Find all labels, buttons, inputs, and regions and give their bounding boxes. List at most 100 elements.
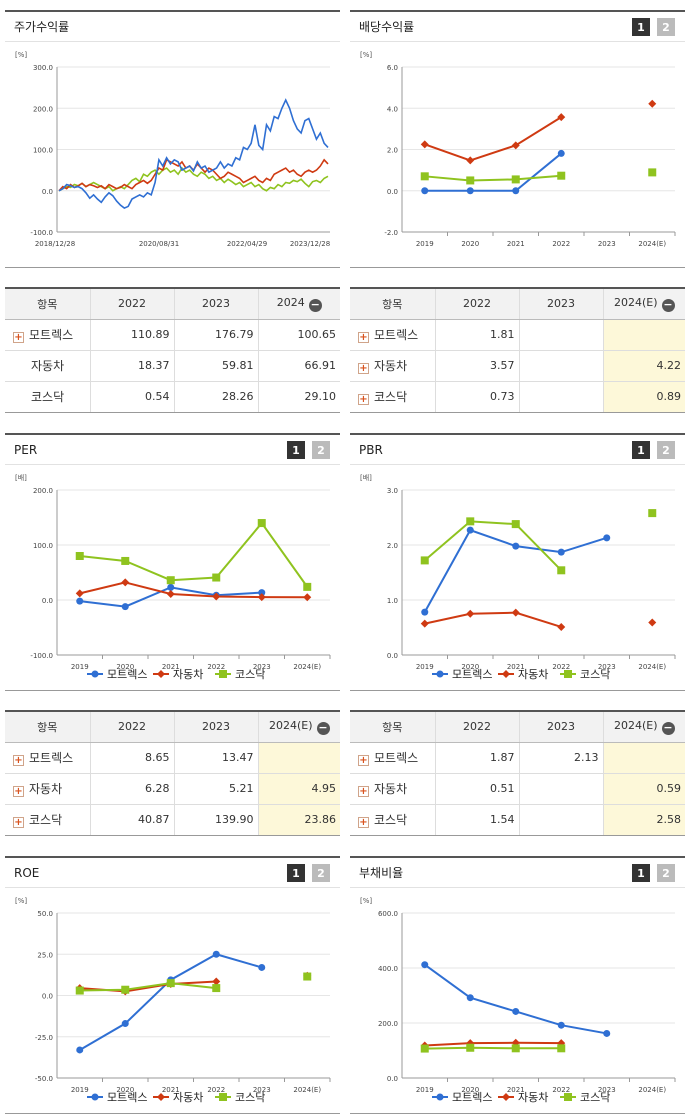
panel-title: PBR: [359, 442, 383, 457]
y-tick-label: 200.0: [378, 1020, 398, 1028]
table-header-label: 2022: [463, 297, 491, 311]
table-cell: [518, 381, 603, 413]
y-tick-label: 0.0: [42, 188, 53, 196]
table-cell: 13.47: [173, 742, 258, 774]
table-cell: 0.54: [89, 381, 174, 413]
table-row: + 모트렉스 8.65 13.47: [5, 742, 340, 774]
y-tick-label: 1.0: [387, 597, 398, 605]
table-cell: 3.57: [434, 350, 519, 382]
row-name-label: 코스닥: [31, 390, 65, 404]
data-point: [303, 972, 312, 981]
y-unit-label: [배]: [360, 473, 372, 482]
table-cell: 0.73: [434, 381, 519, 413]
expand-plus-icon[interactable]: +: [358, 817, 369, 828]
row-name-label: 모트렉스: [374, 328, 419, 342]
row-name-cell: + 모트렉스: [5, 319, 90, 351]
data-point: [557, 113, 566, 122]
table-cell: 66.91: [257, 350, 340, 382]
table-cell: 1.54: [434, 804, 519, 836]
expand-plus-icon[interactable]: +: [13, 332, 24, 343]
x-tick-label: 2020: [461, 1086, 479, 1094]
expand-plus-icon[interactable]: +: [358, 332, 369, 343]
table-cell: [518, 804, 603, 836]
data-point: [257, 593, 266, 602]
tab-2-button[interactable]: 2: [657, 864, 675, 882]
row-name-cell: 자동차: [5, 350, 90, 382]
panel-title: 주가수익률: [5, 12, 340, 42]
table-row: 코스닥 0.54 28.26 29.10: [5, 381, 340, 413]
data-point: [420, 619, 429, 628]
data-point: [75, 589, 84, 598]
collapse-minus-icon[interactable]: −: [661, 720, 675, 735]
expand-plus-icon[interactable]: +: [13, 786, 24, 797]
x-tick-label: 2021: [507, 240, 525, 248]
table-cell: [518, 350, 603, 382]
data-point: [557, 1021, 565, 1029]
x-tick-label: 2023: [598, 1086, 616, 1094]
tab-1-button[interactable]: 1: [632, 441, 650, 459]
panel-title: 부채비율: [359, 866, 404, 880]
x-tick-label: 2019: [416, 1086, 434, 1094]
collapse-minus-icon[interactable]: −: [316, 720, 330, 735]
y-tick-label: 6.0: [387, 64, 398, 72]
data-point: [212, 573, 221, 582]
row-name-label: 자동차: [374, 359, 408, 373]
row-name-label: 모트렉스: [374, 751, 419, 765]
tab-2-button[interactable]: 2: [312, 441, 330, 459]
tab-2-button[interactable]: 2: [657, 441, 675, 459]
data-point: [303, 593, 312, 602]
tab-2-button[interactable]: 2: [657, 18, 675, 36]
collapse-minus-icon[interactable]: −: [661, 297, 675, 312]
pbr-chart: [배] 3.0 2.0 1.0 0.0 2019 2020 2021 2022 2023 2024(…: [360, 473, 676, 681]
expand-plus-icon[interactable]: +: [358, 394, 369, 405]
x-tick-label: 2024(E): [638, 663, 666, 671]
row-name-cell: + 자동차: [350, 350, 435, 382]
panel-title: PER: [14, 442, 38, 457]
y-tick-label: 3.0: [387, 487, 398, 495]
expand-plus-icon[interactable]: +: [358, 363, 369, 374]
table-cell: 5.21: [173, 773, 258, 805]
row-name-cell: + 모트렉스: [350, 742, 435, 774]
expand-plus-icon[interactable]: +: [358, 786, 369, 797]
tab-1-button[interactable]: 1: [287, 864, 305, 882]
y-tick-label: 200.0: [33, 487, 53, 495]
row-name-label: 자동차: [29, 782, 63, 796]
table-cell: 0.89: [602, 381, 685, 413]
tab-1-button[interactable]: 1: [632, 18, 650, 36]
table-cell: 2.58: [602, 804, 685, 836]
data-point: [121, 556, 130, 565]
table-header-cell: 2023: [518, 710, 603, 743]
tab-1-button[interactable]: 1: [287, 441, 305, 459]
legend-label: 자동차: [173, 1091, 203, 1104]
collapse-minus-icon[interactable]: −: [308, 297, 322, 312]
tab-2-button[interactable]: 2: [312, 864, 330, 882]
tab-1-button[interactable]: 1: [632, 864, 650, 882]
table-header-cell: 2023: [173, 287, 258, 320]
data-point: [466, 994, 474, 1002]
y-tick-label: -100.0: [30, 229, 53, 237]
legend-marker: [157, 670, 165, 678]
data-point: [258, 963, 266, 971]
table-header-label: 2024(E): [268, 718, 313, 732]
expand-plus-icon[interactable]: +: [13, 817, 24, 828]
expand-plus-icon[interactable]: +: [358, 755, 369, 766]
y-tick-label: 2.0: [387, 542, 398, 550]
table-header-cell: 2022: [89, 287, 174, 320]
table-row: + 코스닥 40.87 139.90 23.86: [5, 804, 340, 836]
top-strip: [0, 0, 691, 8]
table-header-cell: 항목: [350, 287, 435, 320]
data-point: [212, 950, 220, 958]
legend-label: 모트렉스: [107, 1091, 147, 1104]
data-point: [421, 961, 429, 969]
table-row: + 모트렉스 1.87 2.13: [350, 742, 685, 774]
table-header-label: 2022: [118, 720, 146, 734]
legend-label: 모트렉스: [452, 1091, 492, 1104]
table-header-label: 항목: [382, 297, 403, 311]
expand-plus-icon[interactable]: +: [13, 755, 24, 766]
legend-label: 자동차: [173, 668, 203, 681]
table-row: 자동차 18.37 59.81 66.91: [5, 350, 340, 382]
legend-marker: [502, 670, 510, 678]
panel-title: ROE: [14, 865, 40, 880]
panel-title: 배당수익률: [359, 20, 415, 34]
table-row: + 코스닥 1.54 2.58: [350, 804, 685, 836]
